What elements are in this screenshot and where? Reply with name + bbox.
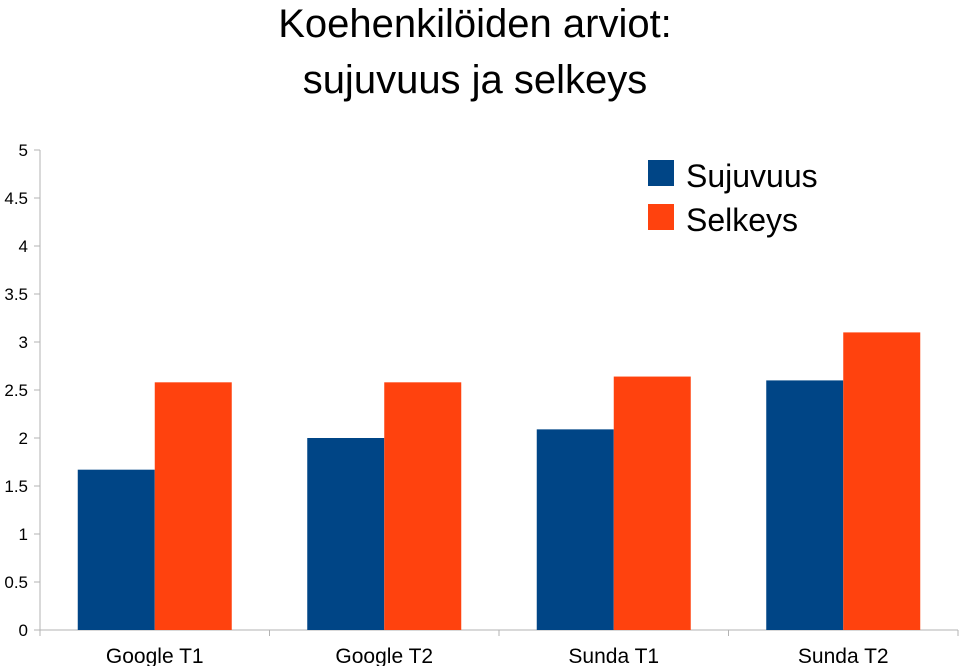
bar-selkeys	[384, 382, 462, 630]
bars	[77, 332, 921, 630]
y-tick-label: 1.5	[4, 477, 28, 496]
x-tick-label: Sunda T2	[798, 645, 889, 666]
y-tick-label: 0	[19, 621, 28, 640]
y-tick-label: 5	[19, 141, 28, 160]
y-tick-label: 3.5	[4, 285, 28, 304]
y-tick-label: 4	[19, 237, 28, 256]
y-tick-label: 2	[19, 429, 28, 448]
chart-title-line-2: sujuvuus ja selkeys	[303, 58, 648, 102]
y-tick-label: 3	[19, 333, 28, 352]
bar-sujuvuus	[766, 380, 844, 630]
y-tick-label: 1	[19, 525, 28, 544]
x-tick-label: Sunda T1	[568, 645, 659, 666]
y-tick-label: 4.5	[4, 189, 28, 208]
x-tick-label: Google T1	[106, 645, 204, 666]
legend-swatch	[648, 204, 674, 230]
bar-selkeys	[613, 376, 691, 630]
chart-title-line-1: Koehenkilöiden arviot:	[278, 2, 672, 46]
y-tick-label: 0.5	[4, 573, 28, 592]
y-tick-label: 2.5	[4, 381, 28, 400]
x-tick-label: Google T2	[335, 645, 433, 666]
bar-sujuvuus	[77, 469, 155, 630]
bar-selkeys	[843, 332, 921, 630]
bar-sujuvuus	[536, 429, 614, 630]
bar-selkeys	[154, 382, 232, 630]
legend-swatch	[648, 160, 674, 186]
legend-label: Selkeys	[686, 202, 798, 238]
legend-label: Sujuvuus	[686, 158, 818, 194]
axes: 0 0.5 1 1.5 2 2.5 3 3.5 4 4.5 5 Google T1 Google T2 S…	[4, 141, 959, 666]
bar-sujuvuus	[307, 438, 385, 630]
legend: Sujuvuus Selkeys	[648, 158, 818, 238]
